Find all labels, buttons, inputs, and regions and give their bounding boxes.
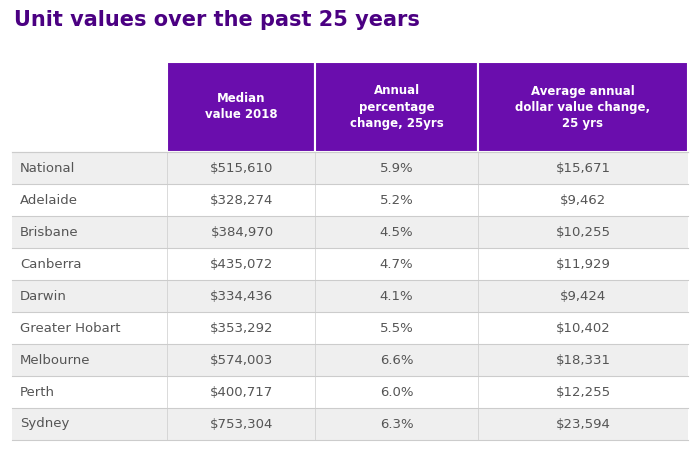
Bar <box>12 62 167 152</box>
Text: $9,424: $9,424 <box>560 289 606 302</box>
Text: National: National <box>20 162 75 174</box>
Bar <box>12 152 688 184</box>
Text: 4.5%: 4.5% <box>380 226 413 239</box>
Bar <box>167 62 315 152</box>
Text: 6.6%: 6.6% <box>380 354 413 366</box>
Text: Darwin: Darwin <box>20 289 67 302</box>
Text: Greater Hobart: Greater Hobart <box>20 322 121 335</box>
Text: 5.2%: 5.2% <box>380 193 413 206</box>
Text: 4.7%: 4.7% <box>380 258 413 270</box>
Text: Unit values over the past 25 years: Unit values over the past 25 years <box>14 10 420 30</box>
Text: $11,929: $11,929 <box>556 258 611 270</box>
Text: $15,671: $15,671 <box>556 162 611 174</box>
Text: 6.3%: 6.3% <box>380 418 413 431</box>
Text: 4.1%: 4.1% <box>380 289 413 302</box>
Text: Melbourne: Melbourne <box>20 354 91 366</box>
Text: $400,717: $400,717 <box>210 385 274 398</box>
Text: $12,255: $12,255 <box>556 385 611 398</box>
Text: Brisbane: Brisbane <box>20 226 79 239</box>
Bar <box>478 62 688 152</box>
Text: $23,594: $23,594 <box>556 418 611 431</box>
Bar <box>12 248 688 280</box>
Bar <box>12 408 688 440</box>
Text: $9,462: $9,462 <box>560 193 606 206</box>
Text: $384,970: $384,970 <box>210 226 274 239</box>
Text: $334,436: $334,436 <box>210 289 274 302</box>
Text: 6.0%: 6.0% <box>380 385 413 398</box>
Text: Average annual
dollar value change,
25 yrs: Average annual dollar value change, 25 y… <box>515 84 651 130</box>
Text: $435,072: $435,072 <box>210 258 274 270</box>
Bar <box>12 184 688 216</box>
Text: Annual
percentage
change, 25yrs: Annual percentage change, 25yrs <box>350 84 443 130</box>
Bar <box>12 344 688 376</box>
Bar <box>12 312 688 344</box>
Text: Sydney: Sydney <box>20 418 69 431</box>
Text: Canberra: Canberra <box>20 258 82 270</box>
Text: $10,255: $10,255 <box>556 226 611 239</box>
Text: $515,610: $515,610 <box>210 162 274 174</box>
Text: $10,402: $10,402 <box>556 322 610 335</box>
Bar <box>12 280 688 312</box>
Text: $574,003: $574,003 <box>210 354 274 366</box>
Text: Median
value 2018: Median value 2018 <box>205 92 277 122</box>
Text: $18,331: $18,331 <box>556 354 611 366</box>
Text: 5.9%: 5.9% <box>380 162 413 174</box>
Bar <box>12 376 688 408</box>
Text: 5.5%: 5.5% <box>380 322 413 335</box>
Bar <box>12 216 688 248</box>
Text: $353,292: $353,292 <box>210 322 274 335</box>
Text: $753,304: $753,304 <box>210 418 274 431</box>
Bar <box>315 62 478 152</box>
Text: Perth: Perth <box>20 385 55 398</box>
Text: Adelaide: Adelaide <box>20 193 78 206</box>
Text: $328,274: $328,274 <box>210 193 274 206</box>
